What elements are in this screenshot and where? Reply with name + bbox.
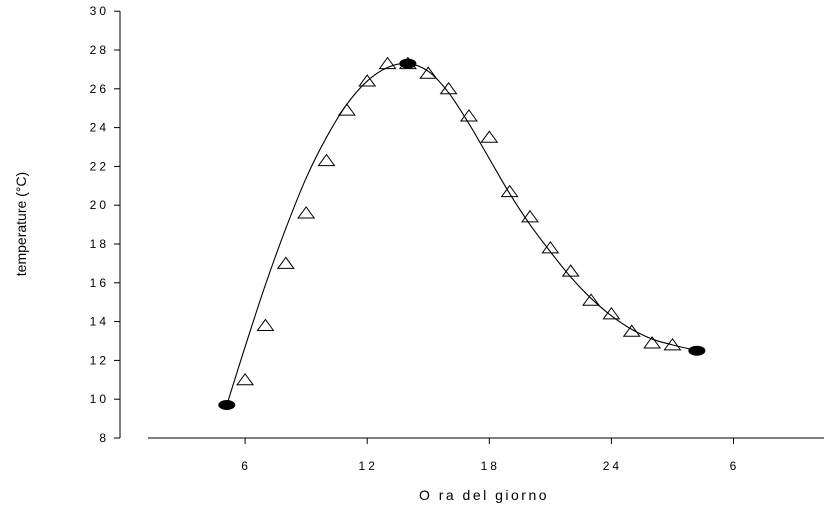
x-tick-label: 18 [481,459,500,473]
x-tick-label: 24 [603,459,622,473]
y-tick-label: 22 [90,159,109,173]
x-axis-title: O ra del giorno [419,487,549,503]
triangle-point [602,306,621,320]
triangle-point [500,184,519,198]
triangle-point [297,206,316,219]
triangle-point [236,372,255,386]
triangle-point [419,66,438,79]
x-tick-label: 6 [730,459,740,473]
y-tick-label: 16 [90,276,109,290]
y-tick-label: 20 [90,198,109,212]
triangle-point [256,318,275,331]
y-tick-label: 30 [90,4,109,18]
x-tick-label: 12 [359,459,378,473]
y-tick-label: 12 [90,353,109,367]
x-tick-label: 6 [241,459,251,473]
triangle-point [276,256,295,269]
triangle-point [622,324,641,337]
axes: 8 10 12 14 16 18 20 22 24 26 28 30 6 12 18 24 6 [90,4,824,473]
plot-area [218,56,706,411]
y-tick-label: 26 [90,82,109,96]
y-axis-title: temperature (°C) [13,172,29,276]
y-tick-label: 10 [90,392,109,406]
triangle-point [643,336,662,349]
y-tick-label: 8 [99,431,109,445]
y-tick-label: 18 [90,237,109,251]
triangle-point [480,130,499,143]
triangle-point [317,153,336,167]
y-tick-label: 14 [90,315,109,329]
y-tick-label: 24 [90,121,109,135]
fitted-curve [226,62,697,406]
y-tick-label: 28 [90,43,109,57]
